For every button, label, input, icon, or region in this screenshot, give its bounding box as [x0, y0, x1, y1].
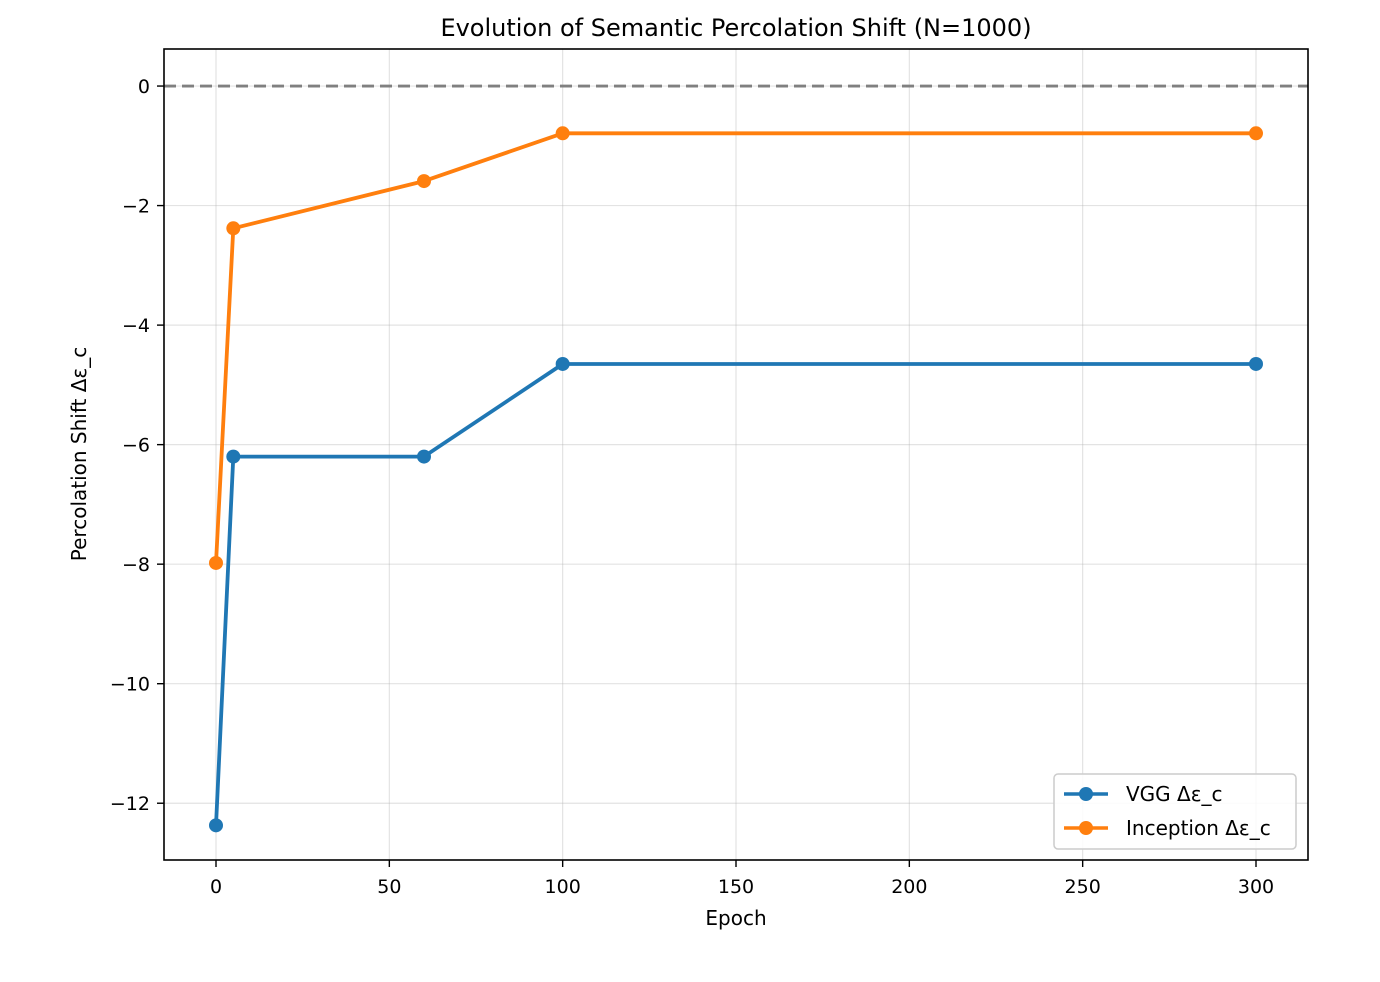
data-point-inception [555, 126, 570, 141]
legend-marker-inception [1079, 821, 1093, 835]
chart-title: Evolution of Semantic Percolation Shift … [440, 14, 1031, 42]
y-tick-label: −10 [110, 674, 150, 696]
data-series [209, 126, 1263, 833]
x-tick-label: 50 [377, 876, 401, 898]
y-tick-label: −8 [122, 554, 150, 576]
x-tick-label: 150 [718, 876, 754, 898]
legend-label-vgg: VGG Δε_c [1126, 782, 1223, 806]
data-point-inception [209, 555, 223, 570]
x-tick-label: 100 [545, 876, 581, 898]
y-tick-label: −2 [122, 196, 150, 218]
legend: VGG Δε_c Inception Δε_c [1053, 773, 1297, 850]
data-point-inception [226, 221, 241, 236]
data-point-inception [1249, 126, 1263, 141]
data-point-vgg [417, 449, 431, 464]
data-point-vgg [209, 818, 223, 833]
x-tick-label: 200 [891, 876, 927, 898]
x-axis-label: Epoch [705, 906, 766, 930]
data-point-vgg [555, 356, 570, 371]
data-point-vgg [1249, 356, 1263, 371]
y-tick-label: −12 [110, 793, 150, 815]
data-point-vgg [226, 449, 241, 464]
y-tick-label: −4 [122, 315, 150, 337]
data-point-inception [417, 174, 431, 189]
y-axis-label: Percolation Shift Δε_c [67, 347, 91, 561]
legend-label-inception: Inception Δε_c [1126, 816, 1271, 840]
legend-box [1053, 773, 1297, 850]
y-tick-label: −6 [122, 435, 150, 457]
x-tick-label: 250 [1065, 876, 1101, 898]
y-tick-label: 0 [138, 76, 150, 98]
axis-ticks: 0 50 100 150 200 250 300 0 −2 −4 −6 −8 −10 −12 [110, 76, 1274, 898]
x-tick-label: 0 [210, 876, 222, 898]
legend-marker-vgg [1079, 787, 1093, 801]
x-tick-label: 300 [1238, 876, 1274, 898]
